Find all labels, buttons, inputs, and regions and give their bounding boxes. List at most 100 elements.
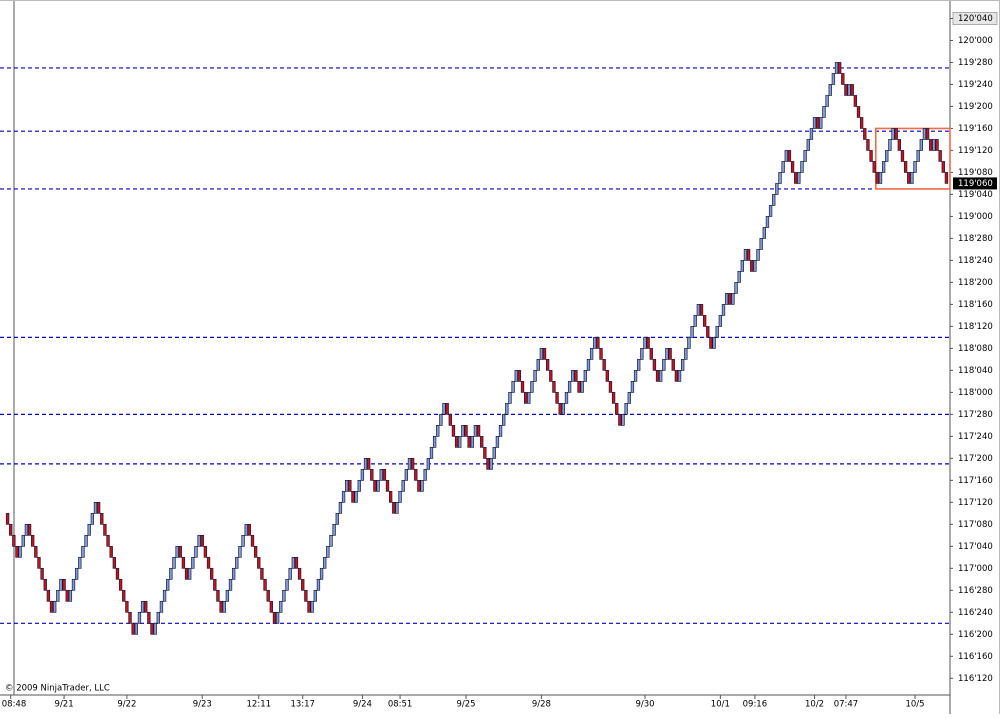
up-brick <box>153 622 157 635</box>
y-tick-label: 119'120 <box>958 146 993 156</box>
x-tick-label: 9/28 <box>532 700 551 710</box>
down-brick <box>746 249 751 261</box>
down-brick <box>367 457 371 470</box>
down-brick <box>65 589 69 602</box>
zone-rectangle <box>874 127 951 190</box>
up-brick <box>323 556 327 569</box>
down-brick <box>304 589 308 602</box>
up-brick <box>633 370 638 382</box>
down-brick <box>935 139 939 151</box>
up-brick <box>583 370 587 382</box>
up-brick <box>235 556 239 569</box>
up-brick <box>345 479 349 492</box>
up-brick <box>772 194 776 206</box>
up-brick <box>847 84 851 96</box>
up-brick <box>539 348 544 360</box>
down-brick <box>96 501 101 514</box>
y-tick-label: 118'080 <box>958 344 993 354</box>
up-brick <box>630 381 635 393</box>
up-brick <box>71 578 76 591</box>
down-brick <box>125 600 129 613</box>
down-brick <box>577 381 581 393</box>
down-brick <box>549 370 553 382</box>
down-brick <box>480 436 484 448</box>
up-brick <box>684 348 688 360</box>
up-brick <box>885 150 889 162</box>
y-tick-label: 118'160 <box>958 300 993 310</box>
down-brick <box>49 600 54 613</box>
down-brick <box>260 567 264 580</box>
up-brick <box>696 304 701 316</box>
down-brick <box>652 359 657 371</box>
down-brick <box>709 337 713 349</box>
y-tick-label: 119'160 <box>958 124 993 134</box>
x-tick-label: 9/23 <box>193 700 212 710</box>
up-brick <box>825 95 829 107</box>
up-brick <box>21 534 25 547</box>
up-brick <box>589 348 594 360</box>
down-brick <box>203 545 208 558</box>
down-brick <box>602 359 606 371</box>
down-brick <box>184 567 189 580</box>
y-tick-label: 120'000 <box>958 36 993 46</box>
down-brick <box>200 534 204 547</box>
up-brick <box>332 523 336 536</box>
y-tick-label: 116'200 <box>958 630 993 640</box>
up-brick <box>759 238 763 250</box>
down-brick <box>392 501 396 514</box>
down-brick <box>454 436 459 448</box>
up-brick <box>404 468 409 481</box>
down-brick <box>750 260 754 272</box>
down-brick <box>266 589 270 602</box>
up-brick <box>753 260 757 272</box>
up-brick <box>508 392 512 404</box>
down-brick <box>37 556 41 569</box>
up-brick <box>313 589 317 602</box>
y-tick-label: 117'280 <box>958 410 993 420</box>
down-brick <box>790 161 795 173</box>
down-brick <box>464 425 468 437</box>
up-brick <box>828 84 832 96</box>
up-brick <box>244 523 248 536</box>
up-brick <box>90 512 95 525</box>
y-tick-label: 117'160 <box>958 476 993 486</box>
y-tick-label: 119'200 <box>958 102 993 112</box>
up-brick <box>624 403 628 415</box>
up-brick <box>492 447 496 459</box>
up-brick <box>627 392 631 404</box>
up-brick <box>643 337 647 349</box>
up-brick <box>156 611 160 624</box>
up-brick <box>423 468 427 481</box>
down-brick <box>448 414 452 426</box>
up-brick <box>806 139 810 151</box>
down-brick <box>417 479 421 492</box>
up-brick <box>354 490 358 503</box>
down-brick <box>15 545 19 558</box>
down-brick <box>872 161 876 173</box>
up-brick <box>662 359 666 371</box>
up-brick <box>166 578 170 591</box>
y-tick-label: 117'240 <box>958 432 993 442</box>
up-brick <box>734 282 738 294</box>
up-brick <box>693 315 697 327</box>
up-brick <box>169 567 173 580</box>
up-brick <box>778 172 782 184</box>
up-brick <box>775 183 779 195</box>
up-brick <box>379 468 383 481</box>
y-tick-label: 119'280 <box>958 58 993 68</box>
down-brick <box>147 611 151 624</box>
down-brick <box>476 425 481 437</box>
x-tick-label: 10/1 <box>711 700 730 710</box>
down-brick <box>213 578 217 591</box>
up-brick <box>420 479 424 492</box>
x-tick-label: 10/5 <box>905 700 924 710</box>
up-brick <box>712 337 716 349</box>
up-brick <box>922 128 927 140</box>
down-brick <box>929 139 933 151</box>
down-brick <box>900 150 905 162</box>
down-brick <box>445 403 449 415</box>
up-brick <box>53 600 57 613</box>
x-tick-label: 07:47 <box>834 700 859 710</box>
up-brick <box>803 150 807 162</box>
